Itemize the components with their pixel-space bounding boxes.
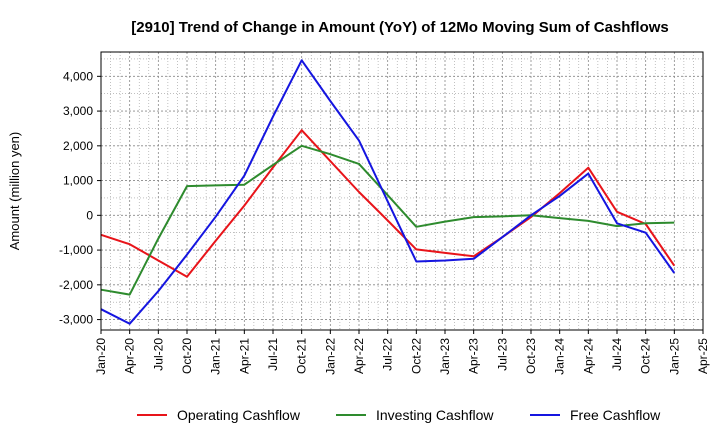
x-tick-label: Jul-21 — [266, 338, 280, 371]
x-tick-label: Jan-25 — [667, 338, 681, 375]
x-tick-label: Jul-20 — [151, 338, 165, 371]
x-tick-label: Jul-23 — [495, 338, 509, 371]
x-tick-label: Apr-20 — [123, 338, 137, 374]
y-tick-label: 2,000 — [63, 139, 93, 153]
x-tick-label: Jan-20 — [94, 338, 108, 375]
series-line-free-cashflow — [100, 59, 676, 325]
x-tick-label: Oct-20 — [180, 338, 194, 374]
y-tick-label: 0 — [86, 208, 93, 222]
series-line-operating-cashflow — [100, 129, 676, 278]
y-tick-label: -1,000 — [59, 243, 93, 257]
y-tick-label: 4,000 — [63, 69, 93, 83]
plot-frame — [100, 51, 704, 331]
x-tick-label: Jan-22 — [323, 338, 337, 375]
x-tick-label: Apr-21 — [237, 338, 251, 374]
x-tick-label: Oct-23 — [524, 338, 538, 374]
legend-label: Investing Cashflow — [376, 407, 494, 423]
gridlines — [100, 52, 704, 330]
y-tick-label: 1,000 — [63, 174, 93, 188]
y-tick-label: -2,000 — [59, 278, 93, 292]
x-tick-label: Apr-23 — [467, 338, 481, 374]
x-tick-label: Jan-24 — [553, 338, 567, 375]
legend-label: Operating Cashflow — [177, 407, 301, 423]
x-tick-label: Jul-22 — [381, 338, 395, 371]
series-layer — [100, 59, 676, 325]
y-axis-label: Amount (million yen) — [7, 132, 22, 251]
x-tick-label: Apr-22 — [352, 338, 366, 374]
legend: Operating Cashflow Investing Cashflow Free… — [137, 407, 661, 423]
y-tick-label: 3,000 — [63, 104, 93, 118]
x-ticks: Jan-20 Apr-20 Jul-20 Oct-20 Jan-21 Apr-21 Jul-… — [94, 330, 710, 375]
x-tick-label: Apr-24 — [581, 338, 595, 374]
y-ticks: -3,000 -2,000 -1,000 0 1,000 2,000 3,000 4,000 — [59, 69, 101, 327]
x-tick-label: Jan-21 — [209, 338, 223, 375]
y-tick-label: -3,000 — [59, 313, 93, 327]
x-tick-label: Oct-24 — [639, 338, 653, 374]
x-tick-label: Jul-24 — [610, 338, 624, 371]
series-line-investing-cashflow — [100, 144, 675, 296]
x-tick-label: Jan-23 — [438, 338, 452, 375]
chart-title: [2910] Trend of Change in Amount (YoY) o… — [131, 19, 669, 36]
x-tick-label: Oct-21 — [295, 338, 309, 374]
x-tick-label: Apr-25 — [696, 338, 710, 374]
x-tick-label: Oct-22 — [409, 338, 423, 374]
legend-label: Free Cashflow — [570, 407, 661, 423]
